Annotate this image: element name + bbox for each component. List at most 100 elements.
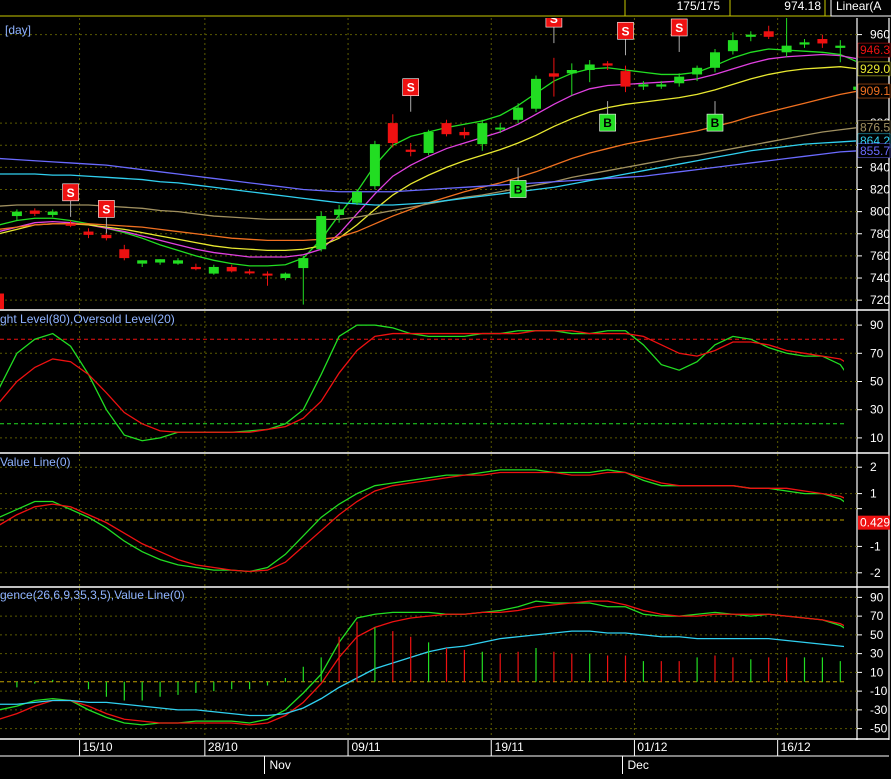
sell-signal-label: S — [407, 81, 415, 95]
candle-body[interactable] — [405, 149, 416, 152]
candle-body[interactable] — [423, 131, 434, 153]
moving-average-line — [0, 66, 856, 252]
candle-body[interactable] — [119, 249, 130, 259]
candle-body[interactable] — [316, 216, 327, 250]
candle-body[interactable] — [495, 127, 506, 130]
candle-body[interactable] — [65, 223, 76, 226]
y-tick-label: 10 — [870, 431, 884, 445]
y-tick-label: 760 — [870, 249, 890, 263]
last-price: 974.18 — [784, 0, 821, 13]
candle-body[interactable] — [352, 191, 362, 203]
candle-body[interactable] — [280, 273, 291, 279]
candle-body[interactable] — [853, 86, 863, 90]
candle-body[interactable] — [656, 84, 667, 87]
date-tick-label: 15/10 — [83, 740, 113, 754]
price-pane[interactable]: 960880860840820800780760740720SSSBSBSSB9… — [0, 10, 890, 311]
sell-signal-marker[interactable] — [617, 21, 634, 40]
candle-body[interactable] — [101, 234, 112, 239]
candle-body[interactable] — [47, 211, 58, 215]
y-tick-label: 960 — [870, 28, 890, 42]
sell-signal-label: S — [102, 202, 110, 216]
y-tick-label: 30 — [870, 403, 884, 417]
y-tick-label: 70 — [870, 346, 884, 360]
candle-body[interactable] — [531, 78, 541, 109]
candle-body[interactable] — [566, 70, 577, 74]
y-tick-label: 800 — [870, 205, 890, 219]
sell-signal-marker[interactable] — [545, 10, 563, 28]
price-plot-area: S S S B S B S S B — [0, 10, 863, 309]
y-tick-label: 50 — [870, 375, 884, 389]
sell-signal-marker[interactable] — [670, 18, 688, 37]
price-tag-label: 946.3 — [860, 43, 890, 57]
candle-body[interactable] — [710, 52, 720, 68]
candle-body[interactable] — [298, 258, 309, 269]
candle-body[interactable] — [441, 123, 452, 135]
candle-body[interactable] — [226, 266, 237, 272]
candle-body[interactable] — [334, 209, 345, 215]
candle-body[interactable] — [602, 63, 613, 66]
candle-body[interactable] — [155, 259, 166, 263]
y-tick-label: 90 — [870, 590, 884, 604]
candle-body[interactable] — [584, 64, 595, 71]
candle-body[interactable] — [262, 273, 273, 276]
candle-body[interactable] — [692, 67, 703, 75]
candle-body[interactable] — [0, 293, 4, 309]
candle-body[interactable] — [190, 266, 201, 270]
scale-mode-button[interactable] — [830, 0, 891, 17]
oscillator-line — [0, 600, 844, 726]
candle-body[interactable] — [745, 34, 756, 37]
candle-body[interactable] — [638, 84, 649, 87]
candle-body[interactable] — [387, 123, 398, 144]
month-label: Dec — [628, 758, 649, 772]
sell-signal-marker[interactable] — [98, 200, 115, 218]
oscillator-line — [0, 324, 844, 442]
price-tag-label: 855.7 — [860, 144, 890, 158]
sell-signal-label: S — [550, 12, 558, 26]
date-tick-label: 01/12 — [637, 740, 667, 754]
oscillator-line — [0, 600, 844, 726]
candle-body[interactable] — [781, 45, 792, 53]
record-counter: 175/175 — [677, 0, 721, 13]
moving-average-line — [0, 127, 856, 221]
candle-body[interactable] — [11, 211, 22, 217]
candle-body[interactable] — [477, 123, 488, 145]
candle-body[interactable] — [817, 39, 828, 44]
price-tag — [857, 61, 891, 77]
moving-average-line — [0, 48, 856, 267]
candle-body[interactable] — [83, 231, 94, 235]
candle-body[interactable] — [548, 73, 559, 77]
date-axis-background — [0, 740, 891, 774]
value-tag — [858, 515, 890, 530]
candle-body[interactable] — [727, 40, 738, 52]
candle-body[interactable] — [173, 260, 183, 264]
candle-body[interactable] — [513, 107, 524, 120]
value-line-pane[interactable]: 2 1 -1 -2 0.429 — [0, 460, 890, 580]
candle-body[interactable] — [137, 260, 148, 264]
candle-body[interactable] — [29, 210, 40, 214]
buy-signal-marker[interactable] — [509, 180, 527, 198]
candle-body[interactable] — [244, 271, 255, 274]
candle-body[interactable] — [799, 42, 810, 45]
candle-body[interactable] — [459, 131, 470, 136]
value-line-pane-title: Value Line(0) — [0, 455, 71, 469]
sell-signal-marker[interactable] — [62, 183, 79, 202]
candle-body[interactable] — [208, 266, 219, 274]
candle-body[interactable] — [763, 31, 774, 37]
buy-signal-marker[interactable] — [599, 113, 616, 132]
stochastic-pane-title: ght Level(80),Oversold Level(20) — [0, 312, 175, 326]
y-tick-label: -2 — [870, 566, 881, 580]
date-axis[interactable]: 15/10 28/10 09/11 19/11 01/12 16/12 Nov Dec — [0, 740, 891, 774]
pane-plot-area — [0, 324, 844, 442]
stochastic-pane[interactable]: 90 70 50 30 10 — [0, 318, 884, 445]
sell-signal-marker[interactable] — [402, 78, 420, 97]
buy-signal-marker[interactable] — [706, 113, 724, 132]
y-tick-label: -1 — [870, 539, 881, 553]
convergence-divergence-pane[interactable]: 90 70 50 30 10 -10 -30 -50 — [0, 590, 888, 736]
candle-body[interactable] — [620, 71, 631, 87]
candle-body[interactable] — [674, 76, 685, 84]
candle-body[interactable] — [369, 144, 380, 187]
pane-plot-area — [0, 600, 844, 726]
candle-body[interactable] — [835, 45, 846, 48]
